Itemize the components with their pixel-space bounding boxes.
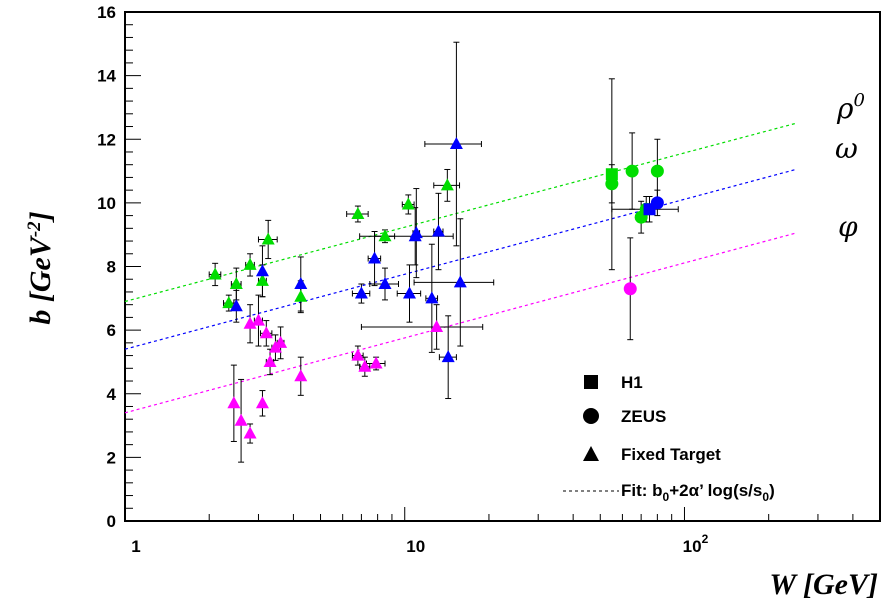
y-tick-label: 12 [97,130,116,149]
legend-fit-sub2: 0 [762,490,769,504]
fit-line [124,232,796,414]
data-point-triangle [229,276,243,289]
data-points [208,41,679,463]
y-tick-label: 10 [97,194,116,213]
x-tick-label-base: 10 [406,537,425,556]
x-tick-label: 102 [683,532,709,556]
data-point-triangle [263,354,277,367]
data-point-triangle [208,267,222,280]
data-point-triangle [243,426,257,439]
data-point-triangle [255,273,269,286]
y-tick-label: 14 [97,67,116,86]
x-tick-label-base: 1 [131,537,140,556]
legend-label-fit: Fit: b0+2α’ log(s/s0) [621,481,775,504]
x-tick-label-base: 10 [683,537,702,556]
data-point-circle [650,164,664,178]
y-axis: 0 2 4 6 8 10 12 14 16 [97,3,141,531]
data-point-triangle [222,296,236,309]
data-point-triangle [441,350,455,363]
data-point-triangle [229,299,243,312]
curve-label-rho-text: ρ [836,92,854,125]
data-point-circle [625,164,639,178]
data-point-triangle [358,359,372,372]
y-axis-title-sup: -2 [24,221,45,237]
curve-label-phi: φ [838,210,858,243]
data-point-triangle [243,257,257,270]
data-point-triangle [368,251,382,264]
data-point-triangle [401,197,415,210]
legend-fit-a: Fit: b [621,481,663,500]
legend-fit-b: +2α’ log(s/s [669,481,762,500]
data-point-triangle [430,319,444,332]
data-point-circle [623,282,637,296]
data-point-triangle [449,137,463,150]
data-point-square [643,203,656,216]
data-point-triangle [243,316,257,329]
data-point-triangle [251,313,265,326]
data-point-triangle [234,413,248,426]
data-point-triangle [425,291,439,304]
data-point-triangle [409,226,423,239]
data-point-triangle [227,396,241,409]
data-point-triangle [378,276,392,289]
legend-marker-square [584,375,598,389]
data-point-triangle [255,264,269,277]
x-tick-label: 1 [131,537,140,556]
x-axis-title: W [GeV] [769,568,878,601]
curve-label-omega: ω [835,132,858,165]
data-point-triangle [440,178,454,191]
curve-label-rho: ρ0 [836,90,865,125]
data-point-triangle [261,232,275,245]
data-point-circle [605,177,619,191]
data-point-triangle [354,286,368,299]
x-tick-label: 10 [406,537,425,556]
data-point-triangle [294,276,308,289]
y-tick-label: 6 [107,321,116,340]
data-point-triangle [255,396,269,409]
legend-marker-circle [583,408,599,424]
curve-label-rho-sup: 0 [853,90,864,111]
legend-marker-triangle [583,446,599,461]
y-axis-title-base: b [GeV [24,234,57,324]
legend: H1 ZEUS Fixed Target Fit: b0+2α’ log(s/s… [563,373,775,504]
data-point-triangle [294,289,308,302]
data-point-triangle [369,356,383,369]
data-point-triangle [351,348,365,361]
x-tick-label-sup: 2 [702,532,709,546]
legend-label-zeus: ZEUS [621,407,666,426]
legend-fit-sub1: 0 [663,490,670,504]
y-tick-label: 4 [107,385,117,404]
y-axis-title: b [GeV-2] [24,211,57,324]
legend-fit-c: ) [769,481,775,500]
data-point-triangle [294,369,308,382]
data-point-square [605,168,618,181]
x-axis: 1 10 102 [124,507,881,556]
data-point-triangle [378,229,392,242]
y-tick-label: 0 [107,512,116,531]
data-point-triangle [403,286,417,299]
legend-label-h1: H1 [621,373,643,392]
legend-label-fixed-target: Fixed Target [621,445,721,464]
data-point-triangle [453,275,467,288]
data-point-triangle [431,224,445,237]
y-tick-label: 8 [107,258,116,277]
y-axis-title-tail: ] [24,211,57,223]
plot-frame [124,11,881,522]
data-point-triangle [259,326,273,339]
data-point-triangle [274,335,288,348]
y-tick-label: 2 [107,448,116,467]
y-tick-label: 16 [97,3,116,22]
data-point-triangle [351,207,365,220]
